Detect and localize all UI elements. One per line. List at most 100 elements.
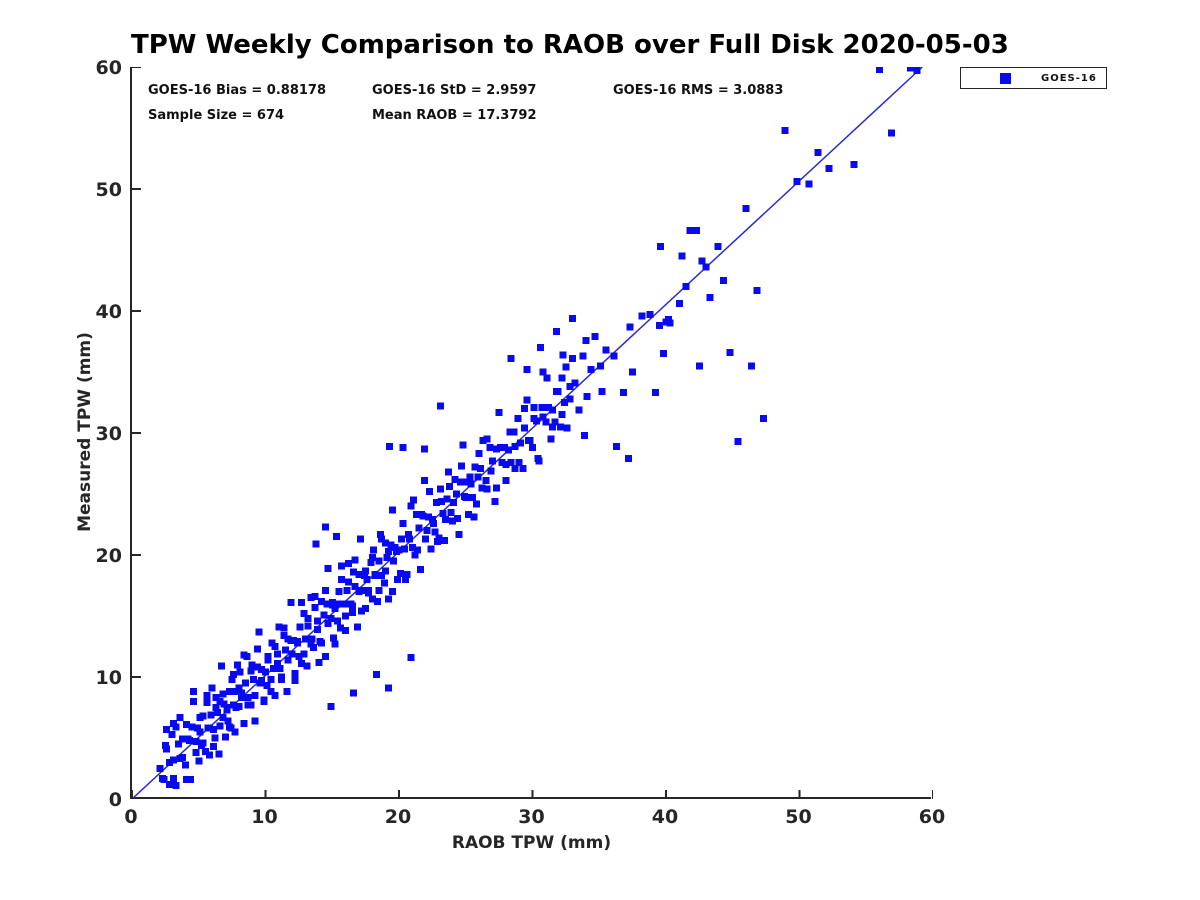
scatter-point [619,389,627,397]
scatter-point [496,444,504,452]
scatter-point [331,640,339,648]
scatter-point [529,444,536,452]
scatter-point [324,619,332,627]
fit-line [132,67,923,799]
scatter-point [483,435,491,443]
scatter-point [543,374,551,382]
scatter-point [318,639,326,647]
scatter-point [187,775,195,783]
scatter-point [520,424,528,432]
scatter-point [516,439,524,447]
scatter-point [436,485,444,493]
scatter-point [232,704,240,711]
scatter-point [686,226,694,234]
scatter-point [237,694,245,702]
scatter-point [223,706,231,714]
scatter-point [287,636,295,644]
scatter-point [330,634,338,642]
scatter-point [597,362,605,370]
scatter-point [424,513,432,521]
scatter-point [502,461,510,469]
scatter-point [263,682,271,690]
scatter-point [370,546,378,554]
scatter-point [253,645,261,653]
scatter-canvas [132,67,933,799]
scatter-point [734,438,742,446]
scatter-point [253,663,261,671]
scatter-point [356,535,364,543]
scatter-point [270,664,278,672]
scatter-point [383,553,391,561]
scatter-point [387,541,395,549]
scatter-point [742,205,750,213]
scatter-point [519,464,527,472]
scatter-point [520,405,528,413]
scatter-point [304,614,312,622]
scatter-point [219,713,227,721]
scatter-point [825,164,833,172]
scatter-point [390,557,398,565]
scatter-point [753,286,761,294]
scatter-point [655,322,663,330]
scatter-point [488,457,496,465]
scatter-point [418,511,426,519]
scatter-point [364,586,372,594]
scatter-point [291,669,299,677]
scatter-point [176,713,184,721]
scatter-point [348,608,356,616]
scatter-point [354,623,362,631]
scatter-point [251,717,259,725]
scatter-point [362,605,370,613]
scatter-point [336,624,344,632]
scatter-point [553,388,561,396]
scatter-point [443,495,451,503]
scatter-point [391,544,399,552]
scatter-point [850,161,858,169]
scatter-point [582,336,590,344]
scatter-point [216,722,224,730]
scatter-point [537,344,545,352]
y-tick-label: 30 [95,423,122,445]
scatter-point [163,745,171,753]
scatter-point [759,414,767,422]
scatter-point [310,644,318,652]
scatter-point [156,765,164,772]
scatter-point [327,702,335,710]
scatter-point [719,277,727,284]
scatter-point [549,423,557,431]
scatter-point [183,775,191,783]
scatter-point [913,67,921,75]
scatter-point [702,263,710,271]
scatter-point [451,475,459,483]
scatter-point [255,628,263,636]
scatter-point [551,418,559,426]
scatter-point [626,323,634,331]
scatter-point [211,734,219,742]
y-tick-label: 20 [95,545,122,567]
scatter-point [267,688,275,696]
scatter-point [569,314,577,322]
scatter-point [371,571,379,579]
scatter-point [474,473,482,481]
scatter-point [464,511,472,519]
scatter-point [344,578,352,586]
scatter-point [613,442,621,450]
scatter-point [185,736,193,744]
scatter-point [300,650,308,658]
scatter-point [244,694,252,702]
scatter-point [495,408,503,416]
scatter-point [322,523,330,531]
scatter-point [328,599,336,607]
scatter-point [646,311,654,319]
scatter-point [403,571,411,579]
scatter-point [228,675,236,683]
scatter-point [213,708,221,716]
scatter-point [231,728,239,736]
scatter-point [332,533,340,541]
scatter-point [545,403,553,411]
scatter-point [559,351,567,359]
scatter-point [296,623,304,631]
scatter-point [462,494,470,502]
scatter-point [219,690,227,698]
scatter-point [260,696,268,704]
